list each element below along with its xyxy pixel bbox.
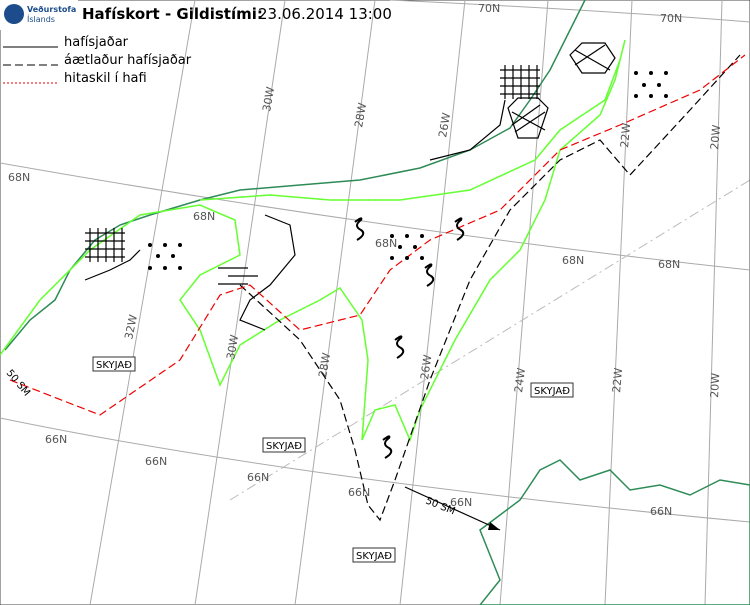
grid-label: 26W [418, 354, 434, 381]
grid-label: 30W [224, 334, 241, 361]
grid-label: 68N [562, 254, 584, 267]
grid-label: 20W [708, 373, 722, 399]
ice-symbols [85, 42, 616, 459]
grid-label: 70N [660, 12, 682, 25]
area-label: SKYJAÐ [356, 551, 392, 562]
grid-label: 68N [8, 171, 30, 184]
grid-label: 30W [260, 86, 277, 113]
arrow [404, 486, 501, 531]
ice-edge [0, 40, 625, 440]
grid-label: 68N [375, 237, 397, 250]
grid-label: 32W [122, 313, 140, 340]
grid-label: 28W [316, 352, 333, 379]
grid-label: 24W [512, 367, 528, 393]
valid-time: 23.06.2014 13:00 [258, 5, 392, 23]
dots [148, 71, 668, 270]
grid-label: 68N [193, 210, 215, 223]
area-labels: SKYJAÐ SKYJAÐ SKYJAÐ SKYJAÐ [92, 356, 574, 563]
legend-label: hitaskil í hafi [64, 71, 147, 86]
legend-label: hafísjaðar [64, 35, 129, 50]
grid-label: 70N [478, 2, 500, 15]
grid-label: 66N [145, 455, 167, 468]
logo-text: Íslands [27, 13, 55, 24]
title: Hafískort - Gildistími: [82, 5, 263, 23]
grid-labels: 70N 70N 68N 68N 68N 68N 68N 66N 66N 66N … [8, 2, 723, 518]
area-label: SKYJAÐ [96, 360, 132, 371]
coastline [4, 0, 750, 605]
grid-label: 20W [708, 124, 723, 150]
arrow-head [488, 522, 500, 530]
grid-label: 68N [658, 258, 680, 271]
logo-icon [4, 4, 24, 24]
thermal-front [9, 54, 746, 416]
grid-label: 28W [352, 102, 369, 129]
grid-label: 22W [610, 367, 625, 393]
grid-label: 66N [348, 486, 370, 499]
area-label: SKYJAÐ [534, 386, 570, 397]
legend-label: áætlaður hafísjaðar [64, 53, 192, 68]
legend: hafísjaðar áætlaður hafísjaðar hitaskil … [3, 35, 192, 86]
grid-label: 66N [650, 505, 672, 518]
grid-label: 22W [618, 122, 633, 148]
ice-edge-black [84, 54, 741, 522]
distance-line [229, 179, 750, 501]
grid-label: 66N [45, 433, 67, 446]
area-label: SKYJAÐ [266, 441, 302, 452]
grid-label: 66N [450, 496, 472, 509]
grid-label: 26W [436, 112, 453, 139]
grid-label: 66N [247, 471, 269, 484]
logo-text: Veðurstofa [27, 5, 76, 14]
